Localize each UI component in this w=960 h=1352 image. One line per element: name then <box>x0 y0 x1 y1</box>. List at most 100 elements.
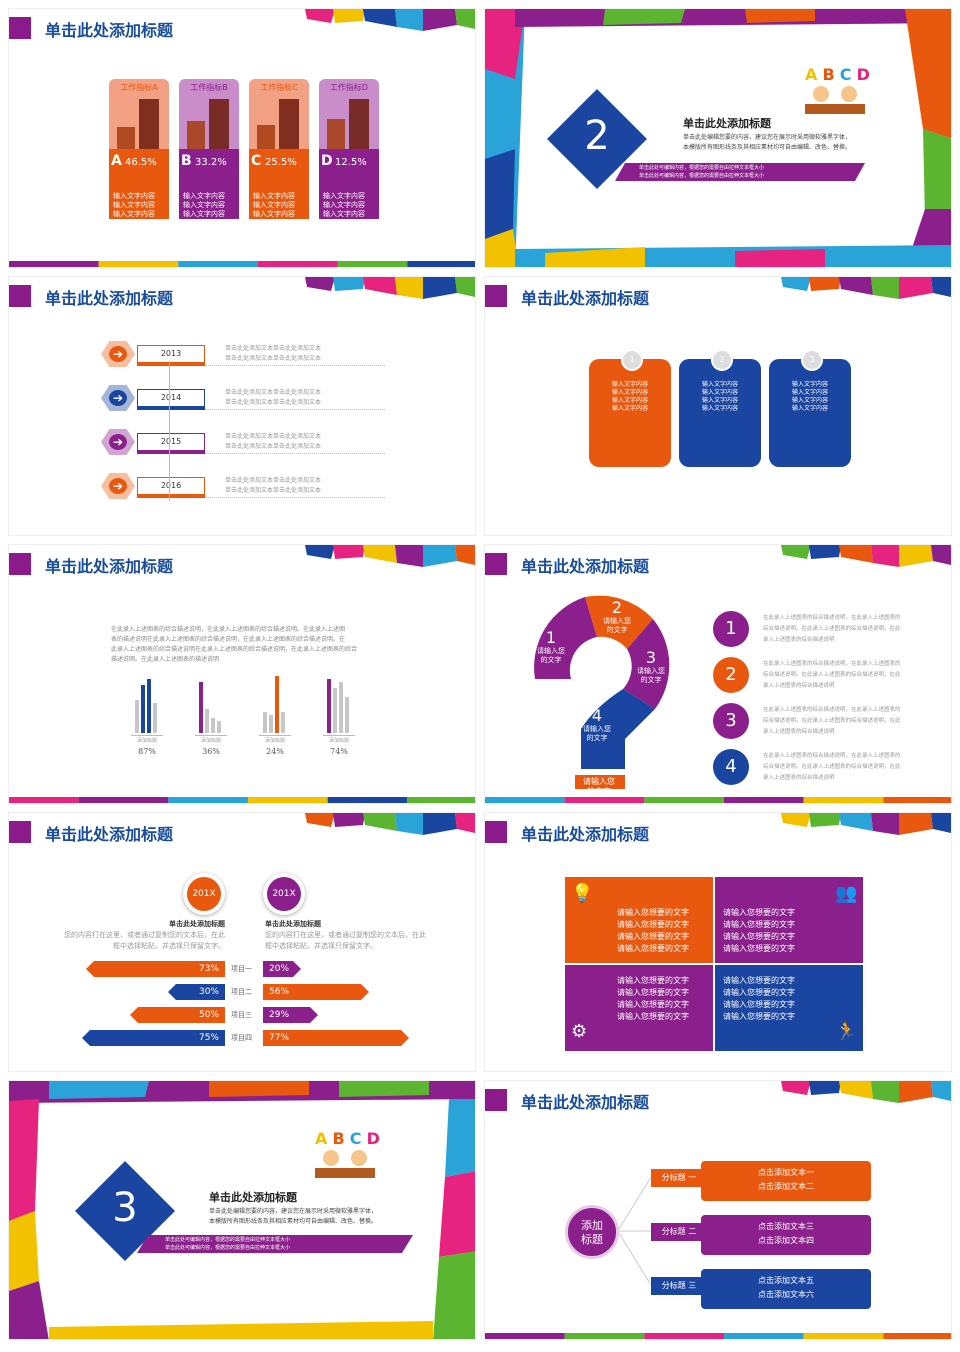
slide-title: 单击此处添加标题 <box>45 21 174 40</box>
text-box-line: 请输入您想要的文字 <box>723 988 795 997</box>
indicator-line: 输入文字内容 <box>183 210 225 218</box>
branch-line: 点击添加文本二 <box>758 1182 814 1191</box>
decorative-top-band <box>781 813 951 835</box>
indicator-card-bottom <box>109 149 169 219</box>
row-label: 项目二 <box>231 988 252 996</box>
indicator-line: 输入文字内容 <box>323 210 365 218</box>
numbered-circle: 2 <box>713 657 749 693</box>
slide-4: 单击此处添加标题 1 输入文字内容 输入文字内容 输入文字内容 输入文字内容 2 输入文字内… <box>484 276 952 536</box>
chart-bar <box>263 712 267 733</box>
segment-text: 的文字 <box>640 676 662 684</box>
info-card <box>769 359 851 467</box>
slide-title: 单击此处添加标题 <box>521 557 650 576</box>
indicator-cube-back <box>209 99 229 149</box>
chart-bar <box>147 679 151 733</box>
slide-title: 单击此处添加标题 <box>45 825 174 844</box>
chart-group-label: 添加标题 <box>264 738 285 744</box>
timeline-text: 单击此处添加文本单击此处添加文本 <box>225 487 322 494</box>
indicator-percent: 12.5% <box>335 157 367 168</box>
row-label: 项目一 <box>231 965 252 973</box>
numbered-item-text: 在此录入上述图表的综合描述说明，在此录入上述图表的 <box>763 753 901 759</box>
right-text-block: 单击此处添加标题 您的内容打在这里，或者通过复制您的文本后，在此 框中选择粘贴，并… <box>265 920 426 950</box>
text-box <box>565 877 713 963</box>
numbered-item-text: 综合描述说明。在此录入上述图表的综合描述说明，在此 <box>763 626 901 632</box>
chart-group-label: 添加标题 <box>136 738 157 744</box>
timeline-text: 单击此处添加文本单击此处添加文本 <box>225 399 322 406</box>
chart-group-percent: 24% <box>266 747 284 756</box>
chart-bar <box>153 703 157 733</box>
numbered-item-text: 在此录入上述图表的综合描述说明，在此录入上述图表的 <box>763 707 901 713</box>
timeline-text: 单击此处添加文本单击此处添加文本 <box>225 477 322 484</box>
title-tab <box>485 285 507 307</box>
indicator-card: 工作指标A A 46.5% 输入文字内容 输入文字内容 输入文字内容 <box>109 79 169 219</box>
left-value-arrow: 30% <box>168 984 225 1000</box>
question-footer-text: 请输入您 的文字 <box>583 777 615 796</box>
info-card-line: 输入文字内容 <box>611 405 648 412</box>
arrow-right-icon: ➔ <box>109 478 127 494</box>
numbered-item-text: 综合描述说明。在此录入上述图表的综合描述说明，在此 <box>763 672 901 678</box>
chart-baseline <box>323 735 355 736</box>
question-mark-graphic <box>534 595 670 789</box>
text-box-line: 请输入您想要的文字 <box>617 944 689 953</box>
indicator-label: 工作指标A <box>120 83 158 92</box>
info-card <box>589 359 671 467</box>
person-gears-icon: ⚙ <box>571 1021 588 1042</box>
segment-number: 1 <box>545 628 557 647</box>
decorative-top-band <box>781 277 951 299</box>
left-value-arrow: 50% <box>130 1007 225 1023</box>
timeline-year-box: 2016 <box>137 477 205 498</box>
text-box-line: 请输入您想要的文字 <box>723 1012 795 1021</box>
connector-lines <box>618 1176 652 1286</box>
indicator-cube-front <box>327 119 345 149</box>
slide-6: 单击此处添加标题 1 请输入您 的文字 2 请输入您 的文字 3 请输入您 的文字 4 请输入您 的文… <box>484 544 952 804</box>
lightbulb-icon: 💡 <box>571 883 594 904</box>
chart-bar <box>135 700 139 733</box>
branch-line: 点击添加文本四 <box>758 1236 814 1245</box>
decorative-top-band <box>781 545 951 567</box>
decorative-top-band <box>305 813 475 835</box>
chart-bar <box>211 718 215 733</box>
indicator-cube-front <box>257 125 275 149</box>
decorative-top-band <box>781 1081 951 1103</box>
text-box <box>565 965 713 1051</box>
chart-baseline <box>131 735 163 736</box>
chart-baseline <box>259 735 291 736</box>
slide-2: 2 A B C D 单击此处添加标题 单击此处编辑您要的内容，建议您在展示时采用… <box>484 8 952 268</box>
info-card-badge: 2 <box>711 349 733 371</box>
chart-description: 在此录入上述图表的综合描述说明，在此录入上述图表的综合描述说明。在此录入上述图表… <box>111 626 358 663</box>
slide-8: 单击此处添加标题 💡 请输入您想要的文字 请输入您想要的文字 请输入您想要的文字 请输入… <box>484 812 952 1072</box>
indicator-cube-back <box>279 99 299 149</box>
numbered-item-text: 综合描述说明。在此录入上述图表的综合描述说明，在此 <box>763 718 901 724</box>
numbered-item-text: 录入上述图表的综合描述说明 <box>763 775 835 781</box>
slide-1: 单击此处添加标题 工作指标A A 46.5% 输入文字内容 输入文字内容 输入文字内容 工作… <box>8 8 476 268</box>
section-heading: 单击此处添加标题 <box>683 117 771 130</box>
text-box-line: 请输入您想要的文字 <box>723 920 795 929</box>
question-segment-label: 2 请输入您 的文字 <box>595 599 639 635</box>
indicator-line: 输入文字内容 <box>253 210 295 218</box>
slide-10: 单击此处添加标题 添加 标题 分标题 一点击添加文本一 点击添加文本二 分标题 二点击… <box>484 1080 952 1340</box>
left-text-block: 单击此处添加标题 您的内容打在这里，或者通过复制您的文本后，在此 框中选择粘贴，并… <box>64 920 225 950</box>
right-value-arrow: 29% <box>263 1007 318 1023</box>
segment-text: 请输入您 <box>537 647 565 655</box>
numbered-circle: 1 <box>713 611 749 647</box>
purple-banner <box>615 163 865 181</box>
title-tab <box>485 821 507 843</box>
info-card-line: 输入文字内容 <box>701 397 738 404</box>
segment-text: 请输入您 <box>637 667 665 675</box>
segment-number: 4 <box>591 706 603 725</box>
branch-line: 点击添加文本五 <box>758 1276 814 1285</box>
timeline-text: 单击此处添加文本单击此处添加文本 <box>225 443 322 450</box>
decorative-bottom-strip <box>485 1333 951 1339</box>
numbered-circle: 3 <box>713 703 749 739</box>
decorative-top-band <box>305 9 475 31</box>
title-tab <box>9 821 31 843</box>
indicator-letter: A <box>111 153 122 169</box>
numbered-item-text: 录入上述图表的综合描述说明 <box>763 683 835 689</box>
timeline-dotline <box>205 365 385 366</box>
segment-text: 的文字 <box>586 734 608 742</box>
timeline-year-box: 2013 <box>137 345 205 366</box>
decorative-bottom-strip <box>485 797 951 803</box>
indicator-line: 输入文字内容 <box>323 201 365 209</box>
timeline-dotline <box>205 453 385 454</box>
indicator-percent: 25.5% <box>265 157 297 168</box>
